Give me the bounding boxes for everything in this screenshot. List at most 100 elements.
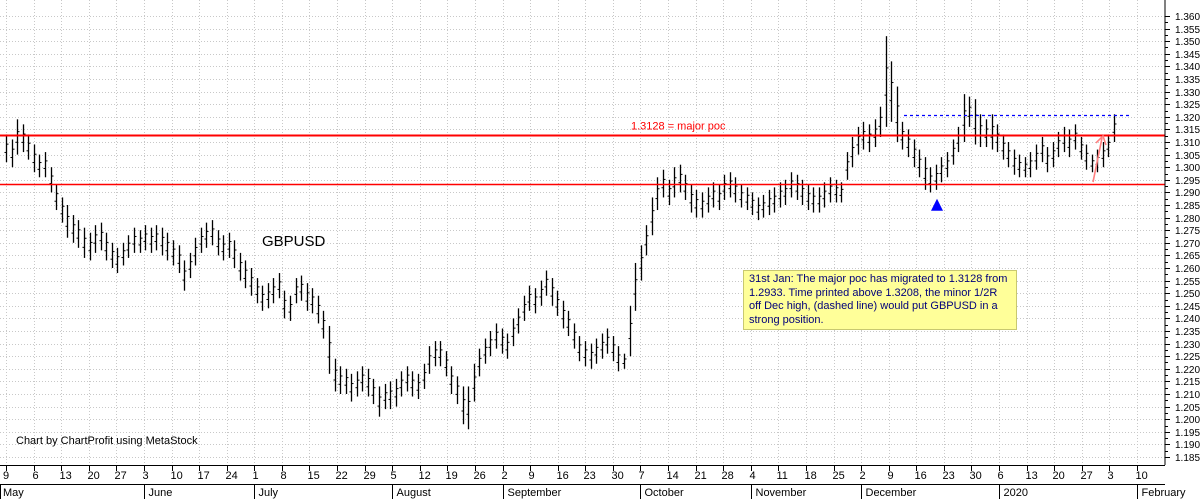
- y-tick-label: 1.280: [1175, 214, 1200, 225]
- y-tick-label: 1.325: [1175, 100, 1200, 111]
- y-tick-label: 1.220: [1175, 365, 1200, 376]
- y-tick-label: 1.350: [1175, 37, 1200, 48]
- ohlc-bar: [761, 194, 766, 218]
- ohlc-bar: [544, 270, 549, 296]
- x-tick-label: 30: [612, 470, 624, 482]
- ohlc-bar: [655, 177, 660, 211]
- ohlc-bar: [639, 245, 644, 281]
- ohlc-bar: [589, 343, 594, 369]
- ohlc-bar: [255, 278, 260, 304]
- ohlc-bar: [706, 187, 711, 213]
- ohlc-bar: [177, 245, 182, 274]
- ohlc-bar: [121, 242, 126, 266]
- ohlc-bar: [160, 227, 165, 256]
- ohlc-bar: [360, 366, 365, 392]
- ohlc-bar: [828, 177, 833, 203]
- ohlc-bar: [344, 368, 349, 394]
- x-tick-label: 21: [695, 470, 707, 482]
- ohlc-bar: [377, 386, 382, 417]
- ohlc-bar: [149, 227, 154, 253]
- annotation-note: 31st Jan: The major poc has migrated to …: [743, 270, 1017, 330]
- x-tick-label: 13: [1026, 470, 1038, 482]
- ohlc-bar: [232, 240, 237, 268]
- blue-triangle-marker: [931, 198, 943, 211]
- x-tick-label: 10: [1136, 470, 1148, 482]
- level-lines: 1.3128 = major poc: [0, 114, 1165, 186]
- ohlc-bar: [394, 378, 399, 407]
- ohlc-bar: [834, 179, 839, 203]
- ohlc-bar: [873, 119, 878, 148]
- ohlc-bar: [878, 106, 883, 137]
- ohlc-bar: [221, 235, 226, 261]
- x-tick-label: 10: [171, 470, 183, 482]
- x-tick-label: 13: [60, 470, 72, 482]
- ohlc-bar: [126, 235, 131, 258]
- x-tick-label: 9: [529, 470, 535, 482]
- y-tick-label: 1.190: [1175, 440, 1200, 451]
- ohlc-bar: [1045, 147, 1050, 173]
- ohlc-bar: [371, 378, 376, 405]
- x-tick-label: 27: [115, 470, 127, 482]
- month-label: August: [397, 487, 431, 499]
- ohlc-bar: [1051, 142, 1056, 168]
- x-tick-label: 22: [336, 470, 348, 482]
- y-tick-label: 1.330: [1175, 88, 1200, 99]
- ohlc-bar: [622, 353, 627, 369]
- y-tick-label: 1.210: [1175, 390, 1200, 401]
- ohlc-bar: [527, 285, 532, 311]
- ohlc-bar: [917, 149, 922, 178]
- ohlc-bar: [850, 136, 855, 168]
- ohlc-bar: [1040, 136, 1045, 163]
- ohlc-bar: [633, 262, 638, 311]
- ohlc-bar: [572, 323, 577, 349]
- ohlc-bar: [1034, 144, 1039, 170]
- ohlc-bar: [500, 328, 505, 354]
- x-tick-label: 7: [639, 470, 645, 482]
- ohlc-bar: [822, 182, 827, 208]
- month-label: June: [149, 487, 173, 499]
- ohlc-bar: [1001, 134, 1006, 160]
- y-tick-label: 1.235: [1175, 327, 1200, 338]
- x-tick-label: 24: [226, 470, 238, 482]
- ohlc-bar: [756, 197, 761, 221]
- ohlc-bar: [906, 129, 911, 158]
- x-tick-label: 28: [722, 470, 734, 482]
- ohlc-bar: [299, 275, 304, 301]
- ohlc-bar: [1028, 152, 1033, 178]
- y-tick-label: 1.240: [1175, 314, 1200, 325]
- ohlc-bar: [539, 280, 544, 306]
- ohlc-bar: [399, 371, 404, 397]
- x-tick-label: 12: [419, 470, 431, 482]
- ohlc-bar: [438, 341, 443, 367]
- ohlc-bar: [199, 227, 204, 253]
- y-tick-label: 1.275: [1175, 226, 1200, 237]
- ohlc-bar: [1017, 154, 1022, 178]
- ohlc-bar: [661, 169, 666, 198]
- x-tick-label: 5: [391, 470, 397, 482]
- y-tick-label: 1.215: [1175, 377, 1200, 388]
- ohlc-bar: [1101, 142, 1106, 168]
- month-label: November: [756, 487, 807, 499]
- x-tick-label: 23: [584, 470, 596, 482]
- ohlc-bar: [32, 144, 37, 173]
- y-tick-label: 1.300: [1175, 163, 1200, 174]
- ohlc-bar: [71, 215, 76, 243]
- ohlc-bar: [321, 310, 326, 339]
- ohlc-bar: [1012, 149, 1017, 175]
- x-tick-label: 19: [446, 470, 458, 482]
- ohlc-bar: [739, 184, 744, 208]
- ohlc-bar: [132, 227, 137, 253]
- ohlc-bar: [405, 366, 410, 392]
- ohlc-bar: [461, 386, 466, 425]
- ohlc-bar: [1106, 134, 1111, 158]
- x-tick-label: 3: [1108, 470, 1114, 482]
- ohlc-bar: [37, 154, 42, 178]
- y-tick-label: 1.295: [1175, 176, 1200, 187]
- ohlc-bar: [845, 152, 850, 180]
- x-tick-label: 9: [3, 470, 9, 482]
- ohlc-bar: [683, 174, 688, 200]
- x-tick-label: 23: [943, 470, 955, 482]
- ohlc-bar: [912, 139, 917, 168]
- ohlc-bar: [934, 164, 939, 190]
